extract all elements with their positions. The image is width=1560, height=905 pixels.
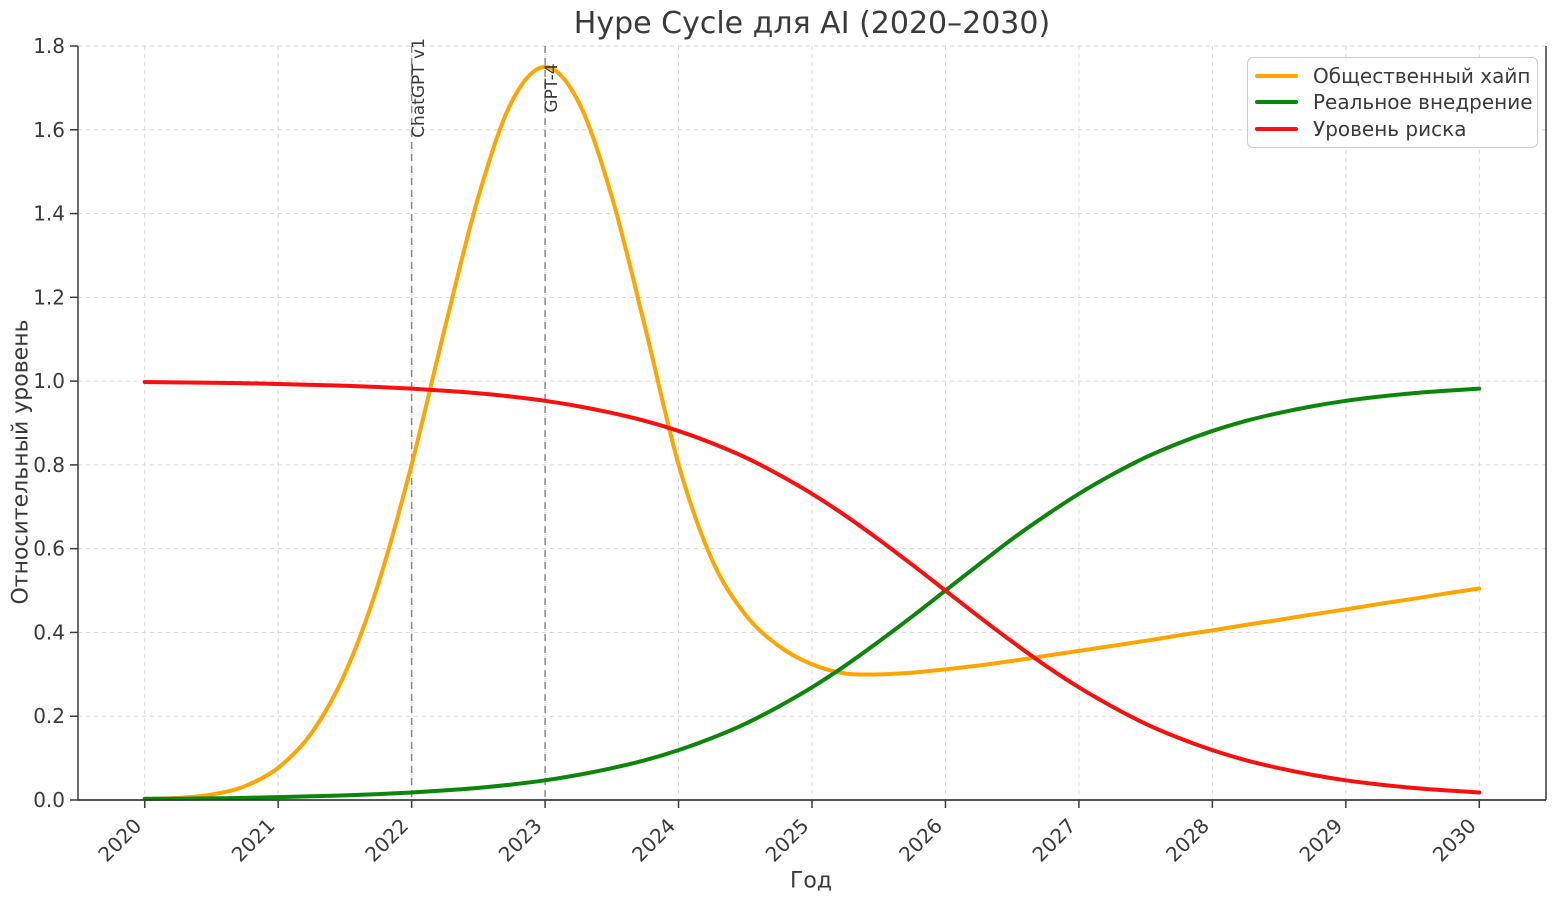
x-tick-label: 2025 — [761, 814, 814, 867]
x-tick-label: 2030 — [1428, 814, 1481, 867]
y-tick-label: 0.6 — [33, 537, 65, 561]
legend-item-risk: Уровень риска — [1255, 116, 1527, 142]
x-tick-label: 2021 — [227, 814, 280, 867]
series-curve-2 — [142, 379, 1482, 795]
x-tick-label: 2022 — [360, 814, 413, 867]
series-curve-0 — [142, 64, 1482, 802]
legend-label-risk: Уровень риска — [1313, 116, 1467, 141]
x-tick-label: 2023 — [494, 814, 547, 867]
annotation-chatgpt-v1: ChatGPT v1 — [408, 38, 429, 138]
legend-label-adoption: Реальное внедрение — [1313, 90, 1533, 115]
chart-title: Hype Cycle для AI (2020–2030) — [573, 6, 1051, 41]
x-tick-label: 2029 — [1294, 814, 1347, 867]
legend-swatch-adoption — [1255, 100, 1298, 105]
legend-label-hype: Общественный хайп — [1313, 64, 1531, 89]
x-tick-label: 2024 — [627, 814, 680, 867]
y-tick-label: 0.0 — [33, 788, 65, 812]
annotation-gpt-4: GPT-4 — [542, 63, 563, 113]
legend-item-adoption: Реальное внедрение — [1255, 89, 1533, 115]
legend-swatch-hype — [1255, 74, 1298, 79]
x-tick-label: 2028 — [1161, 814, 1214, 867]
y-tick-label: 0.8 — [33, 453, 65, 477]
y-tick-label: 0.2 — [33, 704, 65, 728]
x-tick-label: 2020 — [93, 814, 146, 867]
y-axis-label: Относительный уровень — [8, 319, 34, 605]
series-curve-1 — [142, 386, 1482, 801]
y-tick-label: 0.4 — [33, 620, 65, 644]
x-axis-label: Год — [789, 868, 833, 894]
legend-item-hype: Общественный хайп — [1255, 63, 1531, 89]
y-tick-label: 1.4 — [33, 202, 65, 226]
legend: Общественный хайп Реальное внедрение Уро… — [1247, 57, 1538, 148]
x-tick-label: 2027 — [1027, 814, 1080, 867]
y-tick-label: 1.2 — [33, 285, 65, 309]
legend-swatch-risk — [1255, 126, 1298, 131]
y-tick-label: 1.6 — [33, 118, 65, 142]
y-tick-label: 1.8 — [33, 34, 65, 58]
x-tick-label: 2026 — [894, 814, 947, 867]
y-tick-label: 1.0 — [33, 369, 65, 393]
